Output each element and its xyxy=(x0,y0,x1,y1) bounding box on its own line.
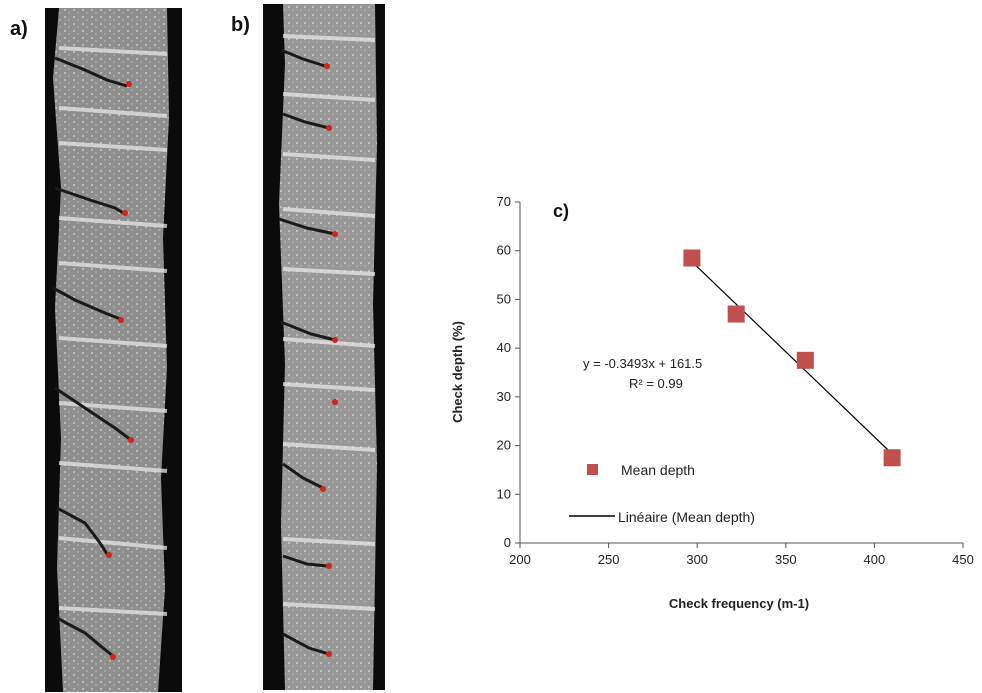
wood-surface-image-b xyxy=(263,4,385,690)
data-point-mean-depth xyxy=(883,449,901,467)
data-point-mean-depth xyxy=(727,305,745,323)
trendline-equation: y = -0.3493x + 161.5 xyxy=(583,356,702,371)
panel-label-c: c) xyxy=(553,201,569,221)
y-tick-label: 30 xyxy=(497,389,511,404)
panel-label-b: b) xyxy=(231,14,250,36)
trendline-layer xyxy=(691,261,893,455)
data-point-mean-depth xyxy=(683,249,701,267)
x-tick-label: 300 xyxy=(686,552,708,567)
trendline-r2: R² = 0.99 xyxy=(629,376,683,391)
scatter-chart: 0 10 20 30 40 50 60 70 200 250 300 350 400 450 c) y =… xyxy=(435,172,980,612)
y-tick-label: 50 xyxy=(497,291,511,306)
x-axis-title: Check frequency (m-1) xyxy=(669,596,809,611)
x-tick-label: 450 xyxy=(952,552,974,567)
wood-surface-image-a xyxy=(45,8,182,692)
panel-label-a: a) xyxy=(10,18,28,40)
chart-labels: 0 10 20 30 40 50 60 70 200 250 300 350 400 450 xyxy=(497,194,974,567)
data-points-layer xyxy=(683,249,901,467)
legend-marker-mean-depth xyxy=(587,464,598,475)
x-tick-label: 400 xyxy=(864,552,886,567)
legend-label-mean-depth: Mean depth xyxy=(621,462,695,478)
legend-label-trendline: Linéaire (Mean depth) xyxy=(618,509,755,525)
trendline xyxy=(691,261,893,455)
y-tick-label: 10 xyxy=(497,486,511,501)
y-tick-label: 40 xyxy=(497,340,511,355)
chart-axes xyxy=(515,201,964,548)
y-tick-label: 70 xyxy=(497,194,511,209)
y-axis-title: Check depth (%) xyxy=(450,321,465,423)
data-point-mean-depth xyxy=(796,351,814,369)
x-tick-label: 350 xyxy=(775,552,797,567)
x-tick-label: 200 xyxy=(509,552,531,567)
y-tick-label: 60 xyxy=(497,243,511,258)
y-tick-label: 0 xyxy=(504,535,511,550)
x-tick-label: 250 xyxy=(598,552,620,567)
y-tick-label: 20 xyxy=(497,438,511,453)
